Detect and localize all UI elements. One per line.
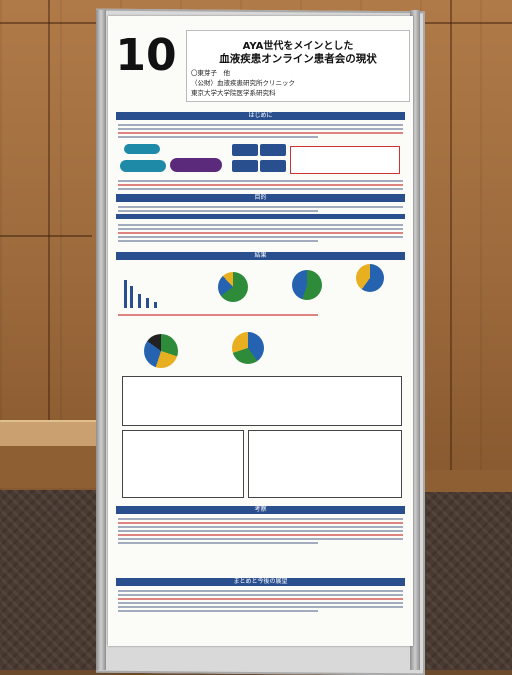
conclusion-text	[118, 588, 403, 614]
wall-panel-line	[450, 0, 452, 470]
results-table-right	[248, 430, 402, 498]
flow-node	[120, 160, 166, 172]
section-header-purpose: 目的	[116, 194, 405, 202]
flow-box	[260, 144, 286, 156]
title-box: AYA世代をメインとした 血液疾患オンライン患者会の現状 〇東芽子 他 （公財）…	[186, 30, 410, 102]
poster-number: 10	[115, 29, 177, 81]
poster-title-line2: 血液疾患オンライン患者会の現状	[219, 53, 377, 65]
wall-ledge	[0, 420, 105, 448]
flow-box	[260, 160, 286, 172]
wall-seam	[0, 235, 92, 237]
intro-text	[118, 122, 403, 140]
results-caption	[118, 312, 403, 318]
section-header-discussion: 考察	[116, 506, 405, 514]
section-header-conclusion: まとめと今後の展望	[116, 578, 405, 586]
intro-callout	[290, 146, 400, 174]
flow-box	[232, 160, 258, 172]
discussion-text	[118, 516, 403, 546]
section-header-methods	[116, 214, 405, 219]
wall-panel-line	[48, 0, 50, 470]
flow-node	[170, 158, 222, 172]
wall-skirting	[0, 446, 110, 488]
bar-chart-figure	[120, 272, 170, 308]
wall-skirting-right	[422, 470, 512, 492]
pie-chart-figure	[356, 264, 384, 292]
section-header-results: 結果	[116, 252, 405, 260]
poster-sheet: 10 AYA世代をメインとした 血液疾患オンライン患者会の現状 〇東芽子 他 （…	[108, 16, 413, 646]
pie-chart-figure	[292, 270, 322, 300]
pie-chart-figure	[144, 334, 178, 368]
results-table-left	[122, 430, 244, 498]
methods-text	[118, 222, 403, 244]
flow-node	[124, 144, 160, 154]
section-header-intro: はじめに	[116, 112, 405, 120]
author-line: （公財）血液疾患研究所クリニック	[191, 79, 295, 87]
flow-box	[232, 144, 258, 156]
intro-text-2	[118, 178, 403, 192]
poster-title-line1: AYA世代をメインとした	[242, 41, 354, 52]
author-line: 東京大学大学院医学系研究科	[191, 89, 276, 97]
author-line: 〇東芽子 他	[191, 69, 230, 77]
results-text-frame	[122, 376, 402, 426]
board-pole-left	[96, 10, 106, 670]
purpose-text	[118, 204, 403, 214]
pie-chart-figure	[232, 332, 264, 364]
board-pole-right	[410, 10, 420, 670]
pie-chart-figure	[218, 272, 248, 302]
